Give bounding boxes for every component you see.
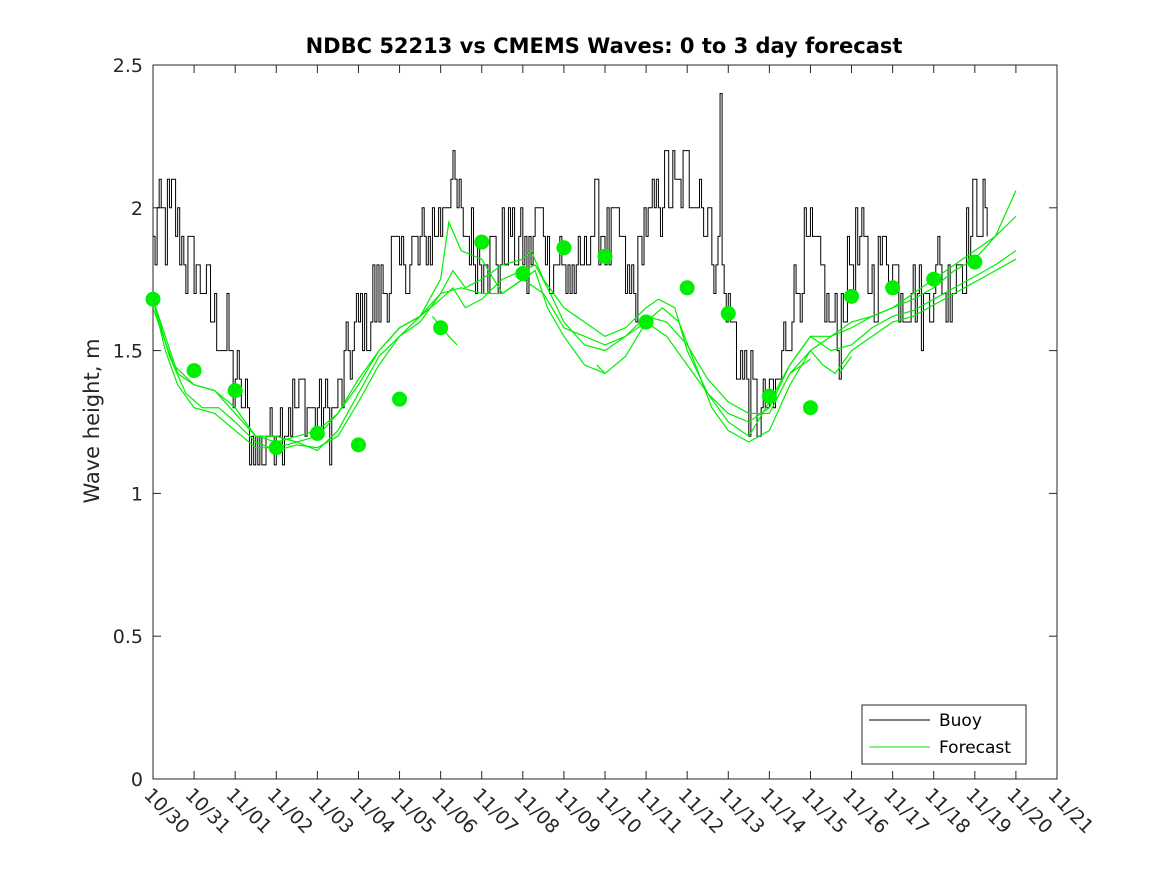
forecast-point-marker <box>556 240 572 256</box>
y-tick-label: 1.5 <box>113 341 143 363</box>
forecast-series-line <box>153 215 1017 452</box>
forecast-point-marker <box>309 425 325 441</box>
forecast-segment-line <box>838 355 853 374</box>
y-axis-label: Wave height, m <box>80 338 104 503</box>
legend-buoy-label: Buoy <box>939 711 982 731</box>
y-tick-label: 2.5 <box>113 55 143 77</box>
forecast-point-marker <box>967 254 983 270</box>
forecast-point-marker <box>145 291 161 307</box>
forecast-point-marker <box>433 320 449 336</box>
y-tick-label: 1 <box>131 483 143 505</box>
forecast-point-marker <box>802 400 818 416</box>
forecast-segment-line <box>596 364 606 374</box>
forecast-point-marker <box>844 288 860 304</box>
y-tick-label: 0.5 <box>113 626 143 648</box>
forecast-point-marker <box>474 234 490 250</box>
legend: Buoy Forecast <box>861 704 1027 765</box>
forecast-point-marker <box>597 248 613 264</box>
forecast-series-line <box>153 190 1017 452</box>
y-tick-label: 0 <box>131 769 143 791</box>
forecast-point-marker <box>515 265 531 281</box>
forecast-point-marker <box>926 271 942 287</box>
y-tick-label: 2 <box>131 198 143 220</box>
forecast-point-marker <box>350 437 366 453</box>
forecast-point-marker <box>761 388 777 404</box>
forecast-point-marker <box>392 391 408 407</box>
buoy-series-line <box>153 93 988 466</box>
axes-box <box>152 64 1058 780</box>
legend-box <box>861 704 1027 765</box>
forecast-series-line <box>153 258 1017 443</box>
forecast-point-marker <box>885 280 901 296</box>
forecast-point-marker <box>227 383 243 399</box>
forecast-segment-line <box>789 358 811 374</box>
forecast-point-marker <box>638 314 654 330</box>
forecast-point-marker <box>720 305 736 321</box>
chart-title: NDBC 52213 vs CMEMS Waves: 0 to 3 day fo… <box>306 34 903 58</box>
forecast-point-marker <box>268 440 284 456</box>
forecast-point-marker <box>186 363 202 379</box>
forecast-point-marker <box>679 280 695 296</box>
legend-forecast-label: Forecast <box>939 738 1011 758</box>
